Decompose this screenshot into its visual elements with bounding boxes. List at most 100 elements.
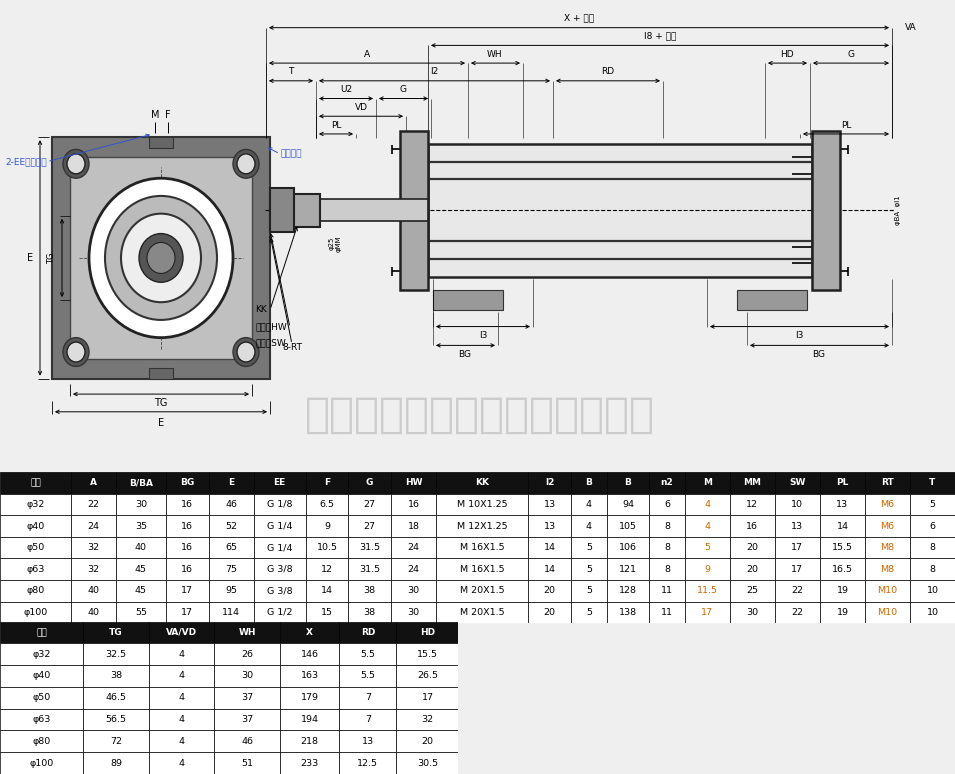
Bar — [396, 687, 458, 709]
Bar — [166, 580, 208, 601]
Text: 4: 4 — [705, 522, 711, 530]
Bar — [649, 472, 685, 494]
Bar — [571, 515, 606, 537]
Text: 4: 4 — [179, 715, 184, 724]
Bar — [820, 601, 865, 623]
Text: 32: 32 — [88, 543, 99, 552]
Text: 17: 17 — [421, 694, 434, 702]
Text: 4: 4 — [585, 500, 592, 509]
Text: 15.5: 15.5 — [417, 649, 438, 659]
Bar — [0, 580, 71, 601]
Bar — [820, 472, 865, 494]
Text: F: F — [324, 478, 330, 488]
Text: 4: 4 — [705, 500, 711, 509]
Text: 51: 51 — [241, 759, 253, 768]
Text: U2: U2 — [340, 85, 352, 94]
Bar — [775, 558, 820, 580]
Bar — [865, 601, 910, 623]
Text: M6: M6 — [881, 500, 895, 509]
Text: l2: l2 — [545, 478, 555, 488]
Text: 30: 30 — [746, 608, 758, 617]
Bar — [306, 558, 349, 580]
Text: 32.5: 32.5 — [105, 649, 127, 659]
Text: 95: 95 — [225, 586, 237, 595]
Text: 缓冲针阀: 缓冲针阀 — [280, 149, 302, 159]
Bar — [349, 515, 391, 537]
Bar — [436, 537, 528, 558]
Text: 16.5: 16.5 — [832, 565, 853, 574]
Text: 6: 6 — [929, 522, 936, 530]
Text: φ40: φ40 — [27, 522, 45, 530]
Text: 121: 121 — [619, 565, 637, 574]
Text: G: G — [847, 50, 855, 59]
Text: 缸径: 缸径 — [36, 628, 47, 637]
Text: 40: 40 — [88, 586, 99, 595]
Bar — [214, 731, 280, 752]
Text: 8: 8 — [664, 565, 670, 574]
Bar — [606, 601, 649, 623]
Bar — [606, 558, 649, 580]
Bar — [528, 601, 571, 623]
Text: M 20X1.5: M 20X1.5 — [460, 608, 504, 617]
Text: 8: 8 — [664, 543, 670, 552]
Bar — [685, 580, 730, 601]
Bar — [339, 643, 396, 665]
Text: 16: 16 — [181, 565, 193, 574]
Text: 179: 179 — [301, 694, 319, 702]
Text: φ25
φMM: φ25 φMM — [329, 235, 342, 252]
Text: M8: M8 — [881, 543, 895, 552]
Bar — [685, 601, 730, 623]
Bar — [280, 752, 339, 774]
Bar — [436, 472, 528, 494]
Text: M: M — [703, 478, 711, 488]
Bar — [775, 472, 820, 494]
Circle shape — [237, 342, 255, 362]
Bar — [83, 622, 149, 643]
Text: 37: 37 — [241, 715, 253, 724]
Bar — [649, 601, 685, 623]
Bar — [208, 515, 254, 537]
Text: φ32: φ32 — [32, 649, 51, 659]
Circle shape — [63, 149, 89, 178]
Bar — [775, 580, 820, 601]
Bar — [117, 537, 166, 558]
Bar — [775, 494, 820, 515]
Bar — [306, 537, 349, 558]
Text: φ100: φ100 — [30, 759, 53, 768]
Bar — [166, 537, 208, 558]
Text: 14: 14 — [321, 586, 333, 595]
Circle shape — [67, 342, 85, 362]
Bar — [396, 752, 458, 774]
Text: 17: 17 — [181, 586, 193, 595]
Bar — [0, 601, 71, 623]
Text: WH: WH — [487, 50, 503, 59]
Bar — [571, 537, 606, 558]
Text: 30: 30 — [408, 608, 419, 617]
Bar — [910, 537, 955, 558]
Text: B: B — [585, 478, 592, 488]
Bar — [436, 580, 528, 601]
Text: φ100: φ100 — [24, 608, 48, 617]
Text: 56.5: 56.5 — [106, 715, 127, 724]
Bar — [436, 601, 528, 623]
Text: 8: 8 — [929, 565, 936, 574]
Bar — [391, 472, 436, 494]
Bar — [117, 601, 166, 623]
Text: 30: 30 — [241, 672, 253, 680]
Bar — [865, 494, 910, 515]
Text: 16: 16 — [181, 522, 193, 530]
Bar — [820, 580, 865, 601]
Text: 22: 22 — [792, 586, 803, 595]
Bar — [775, 537, 820, 558]
Bar — [0, 537, 71, 558]
Bar — [730, 515, 775, 537]
Bar — [70, 157, 252, 358]
Circle shape — [63, 337, 89, 366]
Text: 26: 26 — [241, 649, 253, 659]
Text: 26.5: 26.5 — [417, 672, 438, 680]
Text: 45: 45 — [135, 565, 147, 574]
Text: 24: 24 — [408, 565, 419, 574]
Text: 13: 13 — [543, 522, 556, 530]
Bar — [910, 580, 955, 601]
Text: 22: 22 — [88, 500, 99, 509]
